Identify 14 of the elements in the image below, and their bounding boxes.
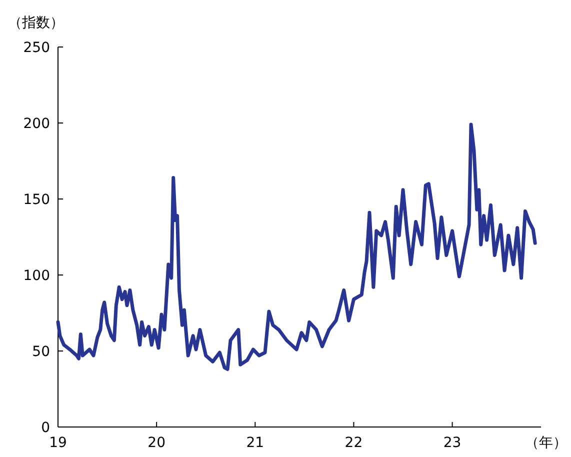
y-tick-label: 250 bbox=[23, 40, 50, 56]
x-tick-label: 20 bbox=[148, 435, 166, 451]
y-axis-title: （指数） bbox=[8, 15, 64, 31]
y-tick-label: 50 bbox=[32, 344, 50, 360]
x-tick-label: 21 bbox=[246, 435, 264, 451]
y-tick-label: 150 bbox=[23, 192, 50, 208]
y-tick-label: 200 bbox=[23, 116, 50, 132]
x-tick-label: 23 bbox=[443, 435, 462, 451]
x-tick-label: 19 bbox=[49, 435, 67, 451]
y-tick-label: 0 bbox=[41, 420, 50, 436]
line-series bbox=[56, 122, 537, 371]
x-tick-label: 22 bbox=[344, 435, 363, 451]
y-tick-label: 100 bbox=[23, 268, 50, 284]
x-axis-title: （年） bbox=[525, 435, 567, 451]
